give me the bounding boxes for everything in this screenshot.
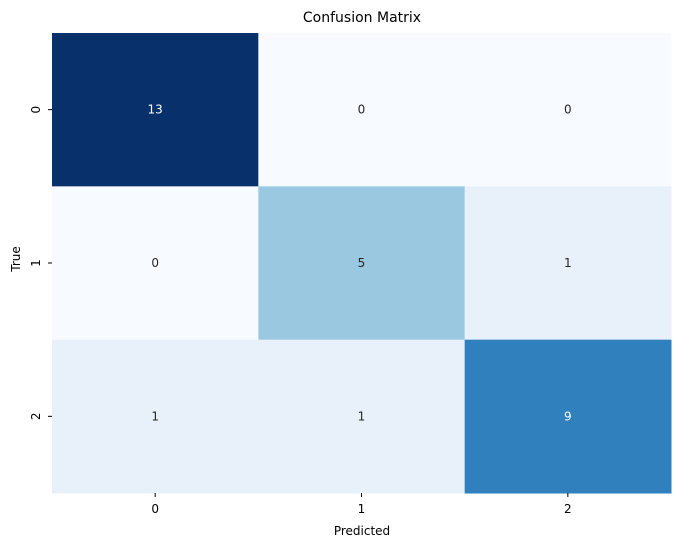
- chart-title: Confusion Matrix: [303, 10, 421, 26]
- y-axis: 0 1 2: [29, 106, 52, 420]
- heatmap-cell-0-0: [52, 33, 259, 187]
- cell-value-label-2-0: 1: [151, 409, 159, 423]
- heatmap-cell-2-1: [258, 339, 466, 494]
- heatmap-cell-1-2: [464, 186, 672, 341]
- x-tick-label-1: 1: [358, 502, 366, 516]
- heatmap-cell-0-1: [258, 33, 466, 187]
- heatmap-cell-0-2: [464, 33, 672, 187]
- x-axis: 0 1 2: [151, 493, 572, 516]
- heatmap-cell-2-0: [52, 339, 259, 494]
- cell-value-label-0-0: 13: [148, 103, 163, 117]
- cell-value-label-0-1: 0: [358, 103, 366, 117]
- y-axis-label: True: [9, 246, 23, 273]
- x-tick-label-2: 2: [564, 502, 572, 516]
- cell-value-label-1-0: 0: [151, 256, 159, 270]
- heatmap-cells: 13 0 0 0 5 1 1 1 9: [52, 33, 672, 494]
- cell-value-label-0-2: 0: [564, 103, 572, 117]
- cell-value-label-2-1: 1: [358, 409, 366, 423]
- y-tick-label-1: 1: [29, 259, 43, 267]
- heatmap-cell-1-1: [258, 186, 466, 341]
- cell-value-label-1-2: 1: [564, 256, 572, 270]
- heatmap-cell-1-0: [52, 186, 259, 341]
- cell-value-label-2-2: 9: [564, 409, 572, 423]
- heatmap-cell-2-2: [464, 339, 672, 494]
- y-tick-label-2: 2: [29, 413, 43, 421]
- x-tick-label-0: 0: [151, 502, 159, 516]
- y-tick-label-0: 0: [29, 106, 43, 114]
- cell-value-label-1-1: 5: [358, 256, 366, 270]
- x-axis-label: Predicted: [334, 524, 390, 538]
